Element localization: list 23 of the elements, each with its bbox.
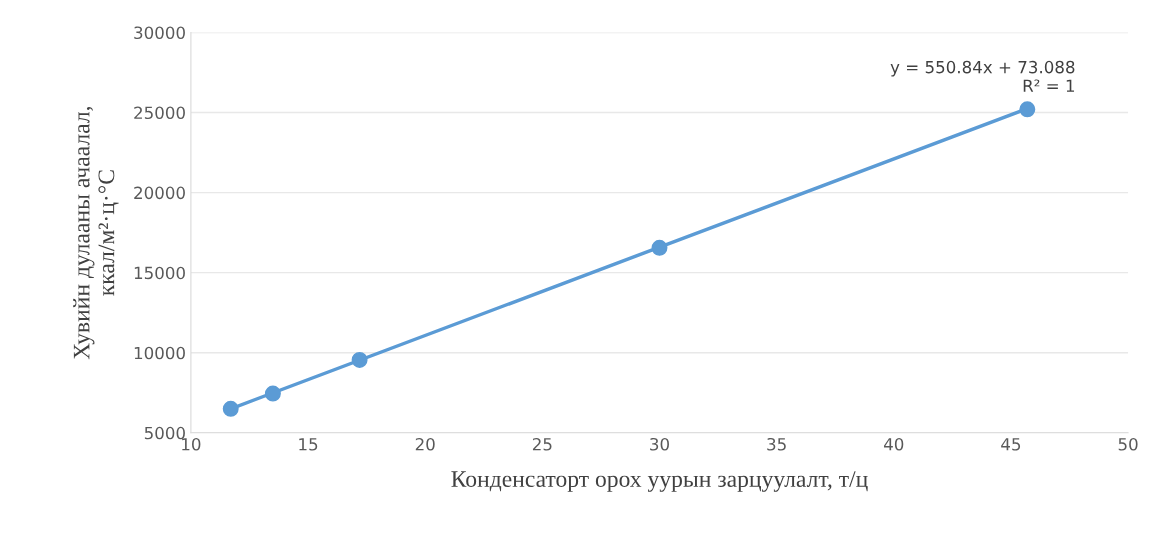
point	[651, 239, 668, 256]
x-tick-label: 40	[883, 437, 904, 451]
point	[351, 351, 368, 368]
y-tick-label: 20000	[134, 186, 185, 200]
x-tick-label: 35	[767, 437, 786, 451]
annotation: y = 550.84x + 73.088 R² = 1	[890, 60, 1075, 92]
y-tick-label: 10000	[134, 346, 185, 360]
x-tick-label: 30	[650, 437, 669, 451]
point	[264, 385, 281, 402]
point	[222, 400, 239, 417]
x-tick-label: 15	[299, 438, 318, 451]
y-tick-label: 30000	[134, 26, 185, 40]
x-axis-title: Конденсаторт орох уурын зарцуулалт, т/ц	[451, 471, 868, 492]
y-tick-label: 5000	[144, 426, 185, 440]
x-tick-label: 10	[182, 437, 201, 451]
point	[1019, 101, 1036, 118]
x-tick-label: 50	[1118, 437, 1138, 451]
x-tick-label: 20	[415, 437, 435, 451]
x-tick-label: 25	[532, 437, 552, 451]
x-tick-label: 45	[1001, 438, 1021, 451]
y-tick-label: 15000	[134, 266, 185, 280]
y-tick-label: 25000	[134, 106, 185, 120]
y-axis-title: Хувийн дулааны ачаалал, ккал/м²·ц·°С	[73, 106, 119, 360]
